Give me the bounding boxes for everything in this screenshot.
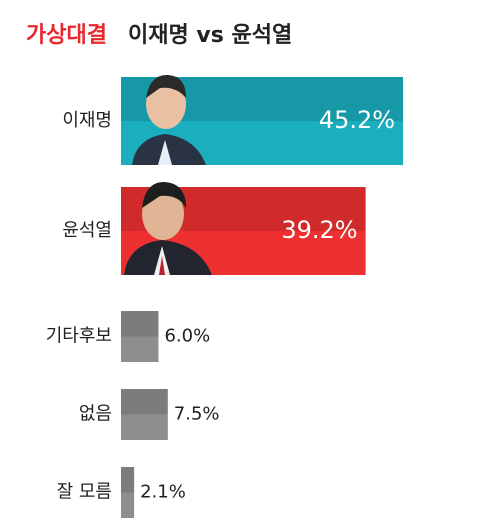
photo-hair [142, 182, 186, 208]
bar [121, 467, 135, 518]
bar-shade [121, 467, 135, 493]
photo-shirt [158, 140, 172, 165]
category-label: 기타후보 [46, 326, 112, 347]
category-label: 이재명 [62, 110, 112, 131]
bar-shade [121, 311, 159, 337]
bar-shade [121, 389, 168, 415]
bar [121, 389, 168, 440]
category-label: 없음 [79, 404, 112, 425]
photo-yoon [124, 182, 212, 275]
photo-lee [132, 74, 206, 165]
chart-title: 이재명 vs 윤석열 [128, 23, 292, 48]
bars: 이재명 45.2% 윤석열 39.2% 기타후보 6.0% 없음 7.5% 잘 모름 2.1% [46, 77, 404, 518]
photo-suit [132, 134, 206, 165]
chart-title-highlight: 가상대결 [26, 23, 107, 48]
value-label: 7.5% [174, 404, 220, 425]
photo-suit [124, 240, 212, 275]
category-label: 윤석열 [62, 220, 112, 241]
value-label: 2.1% [140, 482, 186, 503]
value-label: 6.0% [164, 326, 210, 347]
value-label: 45.2% [319, 106, 395, 134]
photo-tie [159, 256, 165, 275]
photo-face [146, 79, 186, 129]
category-label: 잘 모름 [57, 482, 112, 503]
photo-hair [146, 74, 186, 98]
bar [121, 311, 159, 362]
value-label: 39.2% [281, 216, 357, 244]
